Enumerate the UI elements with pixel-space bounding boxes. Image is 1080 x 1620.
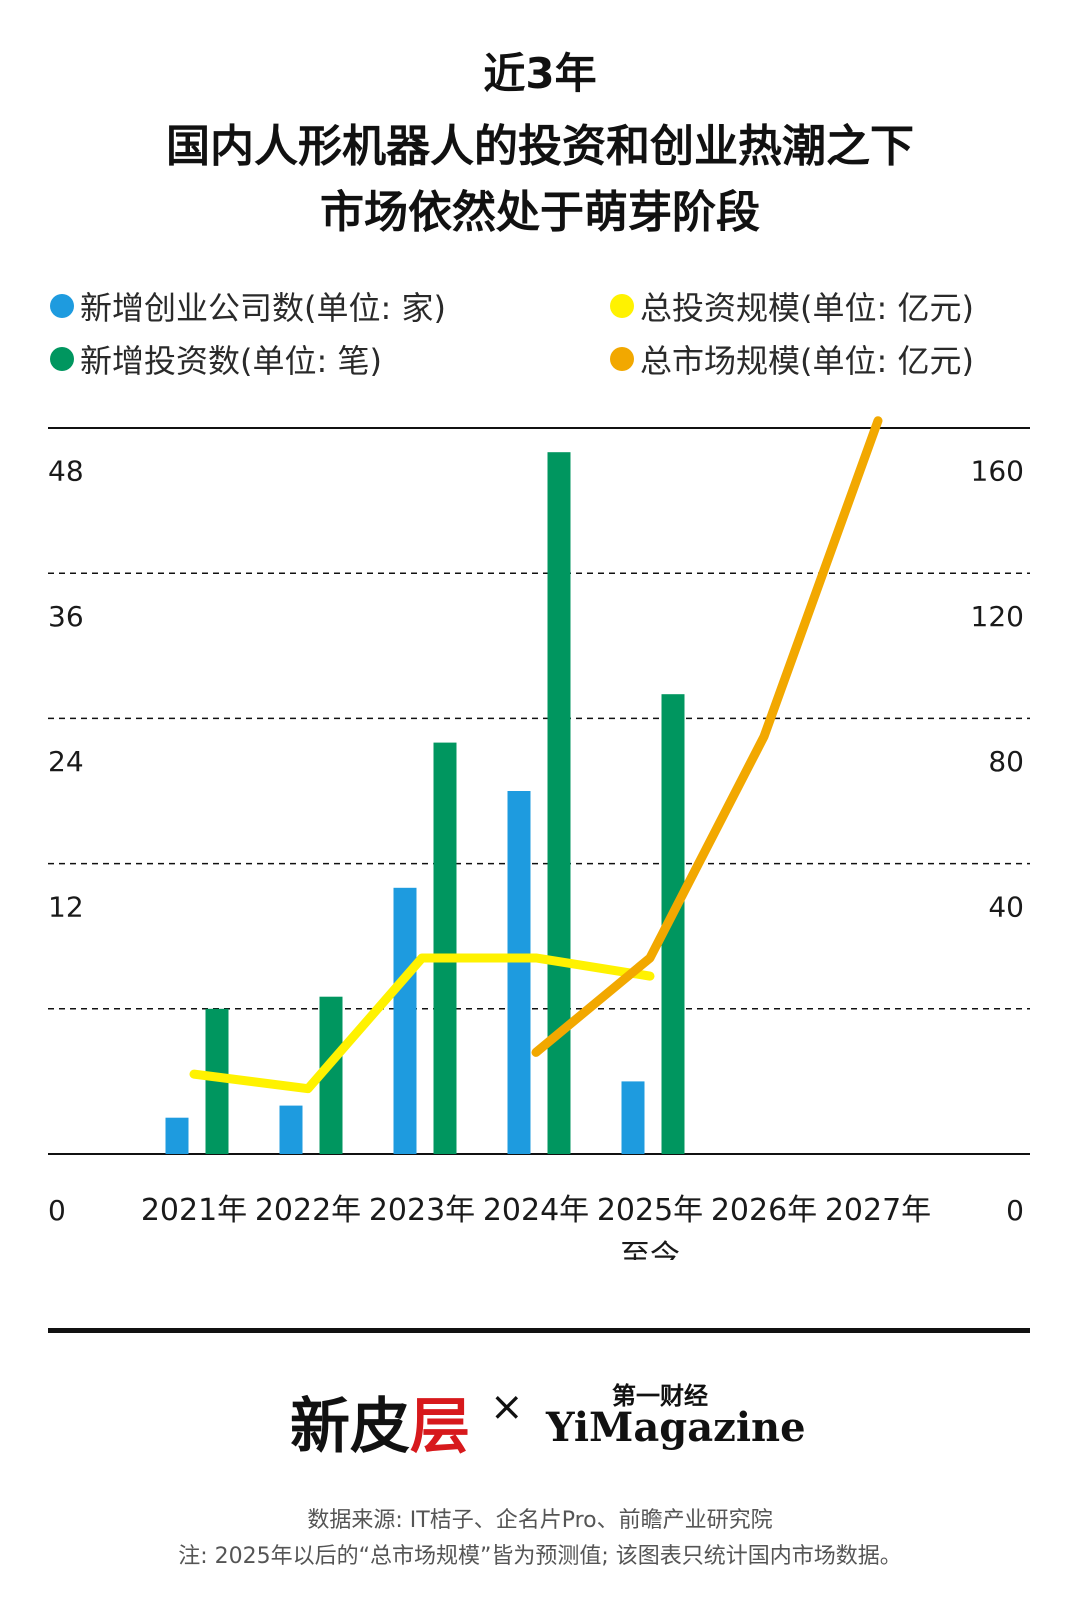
- right-tick-label: 40: [988, 890, 1024, 923]
- left-tick-label: 12: [48, 890, 84, 923]
- legend-label: 新增创业公司数(单位: 家): [80, 289, 446, 327]
- legend-label: 新增投资数(单位: 笔): [80, 342, 382, 380]
- x-category-sublabel: 至今: [620, 1239, 680, 1260]
- x-category-label: 2024年: [483, 1193, 589, 1228]
- x-category-label: 2022年: [255, 1193, 361, 1228]
- legend-new-companies: 新增创业公司数(单位: 家): [50, 283, 446, 329]
- legend-dot-orange: [610, 347, 634, 371]
- legend-dot-green: [50, 347, 74, 371]
- left-tick-label: 36: [48, 600, 84, 633]
- legend-dot-yellow: [610, 294, 634, 318]
- x-category-label: 2025年: [597, 1193, 703, 1228]
- legend-label: 总市场规模(单位: 亿元): [640, 342, 974, 380]
- left-tick-label: 0: [48, 1194, 66, 1227]
- left-tick-label: 48: [48, 455, 84, 488]
- x-category-label: 2026年: [711, 1193, 817, 1228]
- bar-new-companies: [507, 791, 531, 1154]
- bar-new-companies: [165, 1117, 189, 1154]
- right-tick-label: 0: [1006, 1194, 1024, 1227]
- collab-times-sign: ×: [490, 1384, 524, 1430]
- legend-total-investment: 总投资规模(单位: 亿元): [610, 283, 974, 329]
- x-category-label: 2023年: [369, 1193, 475, 1228]
- right-tick-label: 160: [971, 455, 1024, 488]
- legend-new-investments: 新增投资数(单位: 笔): [50, 336, 382, 382]
- combo-chart: 01224364860040801201602002021年2022年2023年…: [48, 416, 1030, 1260]
- chart-title-line-2: 国内人形机器人的投资和创业热潮之下: [166, 121, 914, 172]
- x-category-label: 2021年: [141, 1193, 247, 1228]
- bar-new-companies: [393, 887, 417, 1154]
- yimagazine-logo-cn: 第一财经: [612, 1382, 708, 1410]
- bar-new-investments: [319, 996, 343, 1154]
- forecast-note: 注: 2025年以后的“总市场规模”皆为预测值; 该图表只统计国内市场数据。: [178, 1544, 902, 1569]
- data-source-note: 数据来源: IT桔子、企名片Pro、前瞻产业研究院: [307, 1508, 773, 1533]
- chart-title-line-3: 市场依然处于萌芽阶段: [320, 187, 760, 238]
- bar-new-investments: [547, 452, 571, 1154]
- footer-divider: [48, 1328, 1030, 1333]
- legend-dot-blue: [50, 294, 74, 318]
- chart-title-line-1: 近3年: [483, 49, 597, 98]
- right-tick-label: 80: [988, 745, 1024, 778]
- line-total-market: [531, 416, 883, 1057]
- legend-total-market: 总市场规模(单位: 亿元): [610, 336, 974, 382]
- left-tick-label: 24: [48, 745, 84, 778]
- right-tick-label: 120: [971, 600, 1024, 633]
- line-total-investment: [189, 953, 655, 1094]
- xinpiceng-logo: 新皮层: [290, 1392, 470, 1462]
- bar-new-companies: [621, 1081, 645, 1154]
- x-category-label: 2027年: [825, 1193, 931, 1228]
- bar-new-companies: [279, 1105, 303, 1154]
- bar-new-investments: [661, 694, 685, 1154]
- legend-label: 总投资规模(单位: 亿元): [640, 289, 974, 327]
- bar-new-investments: [433, 742, 457, 1154]
- yimagazine-logo-en: YiMagazine: [546, 1404, 806, 1451]
